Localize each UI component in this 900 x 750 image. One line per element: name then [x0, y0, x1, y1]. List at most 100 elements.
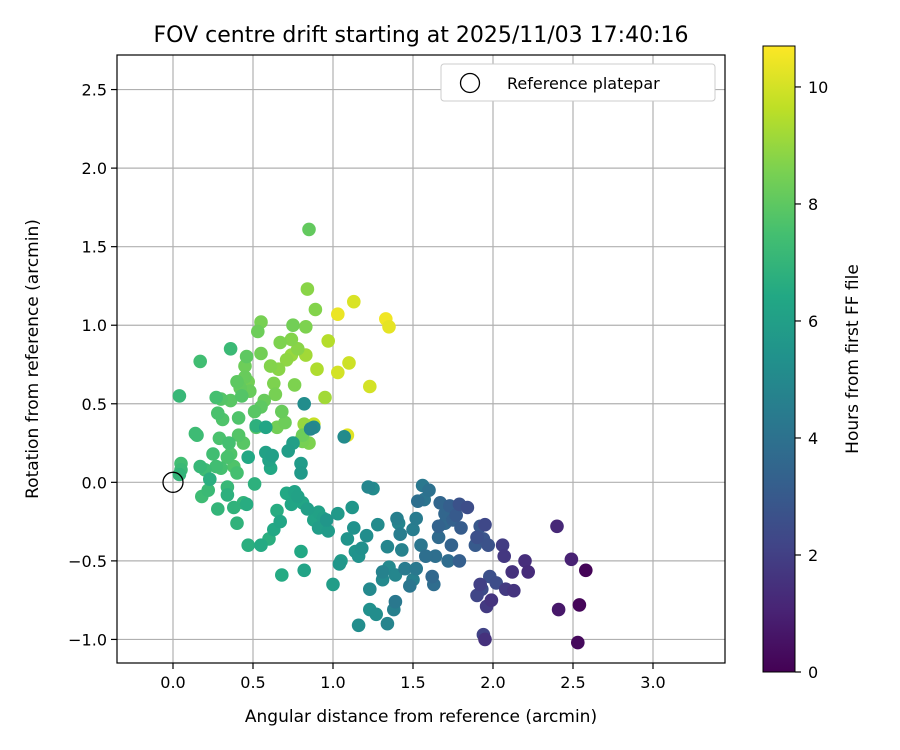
colorbar-ticks: 0 2 4 6 8 10 [795, 78, 828, 682]
scatter-point [239, 349, 254, 364]
legend: Reference platepar [440, 63, 716, 102]
scatter-point [247, 477, 262, 491]
colorbar-tick-label: 2 [808, 546, 818, 565]
x-tick-label: 1.5 [400, 673, 425, 692]
y-axis-ticks: −1.0 −0.5 0.0 0.5 1.0 1.5 2.0 2.5 [68, 81, 117, 649]
scatter-point [388, 568, 403, 582]
colorbar: 0 2 4 6 8 10 Hours from first FF file [762, 45, 863, 682]
scatter-point [284, 332, 299, 347]
scatter-point [431, 530, 446, 545]
legend-label: Reference platepar [507, 74, 660, 93]
y-tick-label: 1.5 [82, 238, 107, 257]
scatter-point [380, 616, 395, 631]
colorbar-tick-label: 0 [808, 663, 818, 682]
colorbar-tick-label: 6 [808, 312, 818, 331]
scatter-point [254, 346, 268, 361]
scatter-point [254, 538, 268, 552]
scatter-point [398, 561, 412, 576]
y-axis-label: Rotation from reference (arcmin) [23, 219, 43, 499]
scatter-point [222, 436, 236, 450]
scatter-point [470, 530, 484, 545]
y-tick-label: 2.5 [82, 81, 107, 100]
colorbar-tick-label: 8 [808, 195, 818, 214]
scatter-point [441, 554, 456, 568]
scatter-point [239, 497, 254, 512]
scatter-point [444, 538, 459, 552]
scatter-point [206, 447, 220, 461]
scatter-point [452, 554, 467, 568]
scatter-point [279, 353, 294, 367]
scatter-point [363, 582, 377, 596]
scatter-point [425, 569, 440, 584]
scatter-point [449, 508, 464, 523]
x-tick-label: 2.5 [560, 673, 585, 692]
scatter-point [551, 602, 566, 617]
x-tick-label: 2.0 [480, 673, 505, 692]
scatter-point [209, 390, 223, 405]
scatter-point [518, 554, 532, 568]
colorbar-tick-label: 4 [808, 429, 818, 448]
scatter-point [390, 511, 404, 526]
scatter-point [230, 375, 244, 389]
scatter-point [550, 519, 564, 534]
scatter-point [297, 397, 312, 411]
scatter-point [355, 541, 369, 556]
scatter-point [409, 561, 424, 576]
scatter-point [267, 376, 281, 391]
x-axis-label: Angular distance from reference (arcmin) [245, 707, 597, 727]
scatter-point [489, 576, 504, 590]
scatter-point [294, 466, 308, 480]
scatter-point [347, 521, 361, 535]
scatter-point [347, 294, 361, 309]
legend-box [440, 63, 716, 102]
reference-platepar-marker [162, 471, 184, 493]
scatter-point [382, 320, 396, 334]
scatter-point [375, 565, 390, 579]
scatter-point [351, 618, 366, 633]
scatter-point [321, 334, 336, 348]
y-tick-label: 2.0 [82, 159, 107, 178]
scatter-point [345, 500, 360, 515]
scatter-point [422, 483, 436, 498]
scatter-point [259, 420, 273, 435]
scatter-point [431, 519, 446, 534]
scatter-point [473, 577, 488, 592]
scatter-point [273, 514, 288, 529]
scatter-point [564, 552, 579, 567]
scatter-point [331, 506, 345, 521]
x-tick-label: 1.0 [320, 673, 345, 692]
scatter-point [579, 563, 593, 578]
scatter-point [371, 517, 385, 532]
scatter-point [495, 538, 510, 552]
scatter-point [278, 415, 292, 430]
scatter-point [337, 430, 352, 444]
scatter-point [188, 426, 203, 441]
scatter-point [454, 521, 468, 535]
scatter-point [281, 444, 296, 458]
scatter-point [303, 422, 318, 436]
scatter-point [211, 502, 225, 516]
scatter-point [302, 222, 316, 237]
scatter-point [265, 448, 280, 463]
scatter-point [223, 342, 238, 356]
scatter-point [460, 500, 475, 515]
scatter-point [363, 379, 377, 394]
scatter-point [287, 378, 302, 392]
scatter-point [342, 356, 356, 370]
scatter-point [193, 459, 207, 474]
scatter-point [393, 527, 408, 541]
legend-reference-marker [459, 72, 481, 94]
scatter-point [220, 488, 235, 502]
scatter-point [235, 389, 249, 403]
scatter-point [521, 565, 535, 579]
scatter-point [319, 513, 334, 527]
scatter-point [361, 480, 376, 494]
scatter-point [409, 511, 424, 526]
chart-title: FOV centre drift starting at 2025/11/03 … [154, 23, 689, 48]
scatter-point [478, 517, 492, 532]
x-tick-label: 0.5 [240, 673, 265, 692]
y-tick-label: 0.0 [82, 473, 107, 492]
scatter-point [263, 359, 278, 373]
